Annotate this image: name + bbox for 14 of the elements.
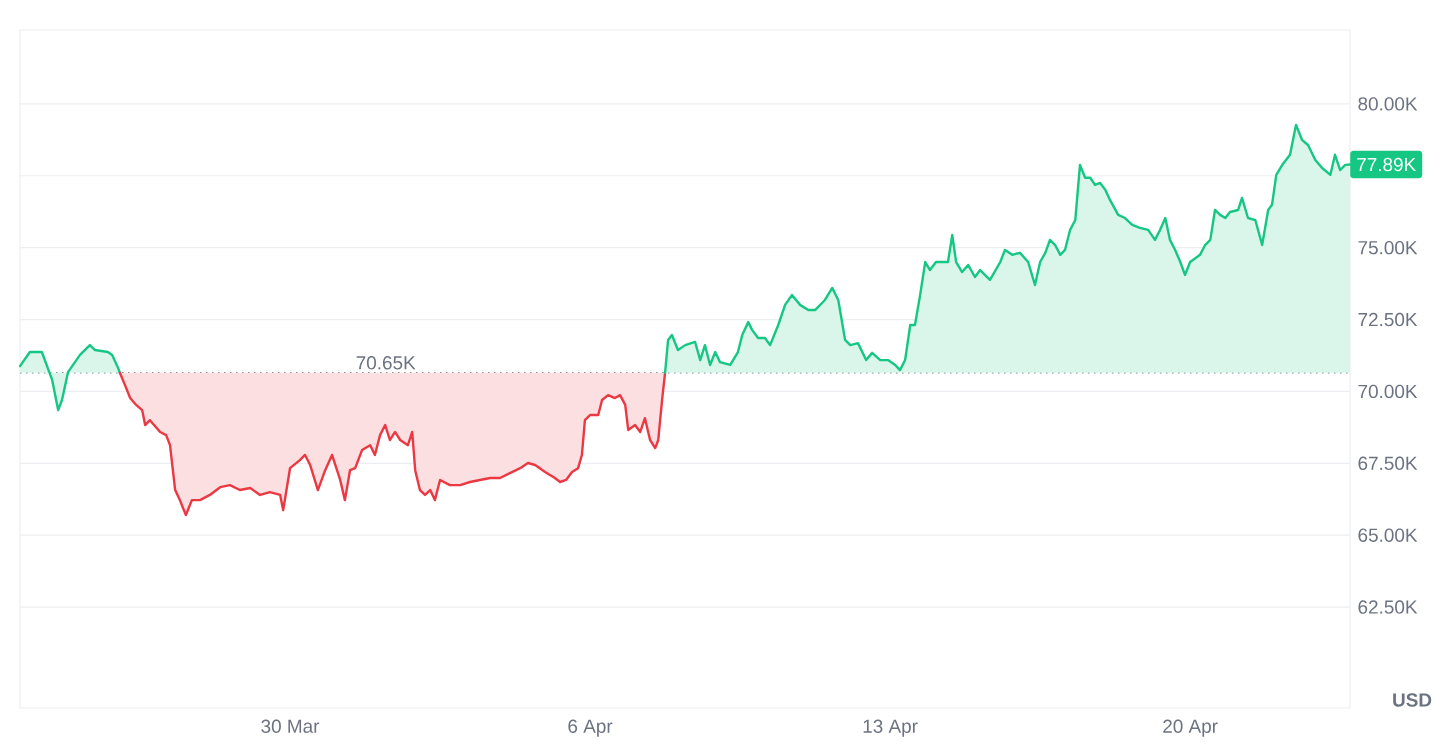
x-tick-label: 13 Apr xyxy=(863,719,918,737)
y-tick-label: 67.50K xyxy=(1358,456,1418,471)
x-tick-label: 20 Apr xyxy=(1163,719,1218,737)
ref-line-label: 70.65K xyxy=(356,356,416,370)
y-tick-label: 80.00K xyxy=(1358,97,1418,111)
y-tick-label: 72.50K xyxy=(1358,312,1418,327)
x-tick-label: 30 Mar xyxy=(261,719,320,733)
annotation: 77.89K xyxy=(1357,157,1416,172)
y-tick-label: 65.00K xyxy=(1358,528,1418,542)
x-tick-label: 6 Apr xyxy=(568,719,613,737)
y-tick-label: 70.00K xyxy=(1358,384,1418,399)
y-tick-label: 75.00K xyxy=(1358,240,1418,255)
y-axis-title: USD xyxy=(1393,693,1432,707)
y-tick-label: 62.50K xyxy=(1358,600,1418,614)
